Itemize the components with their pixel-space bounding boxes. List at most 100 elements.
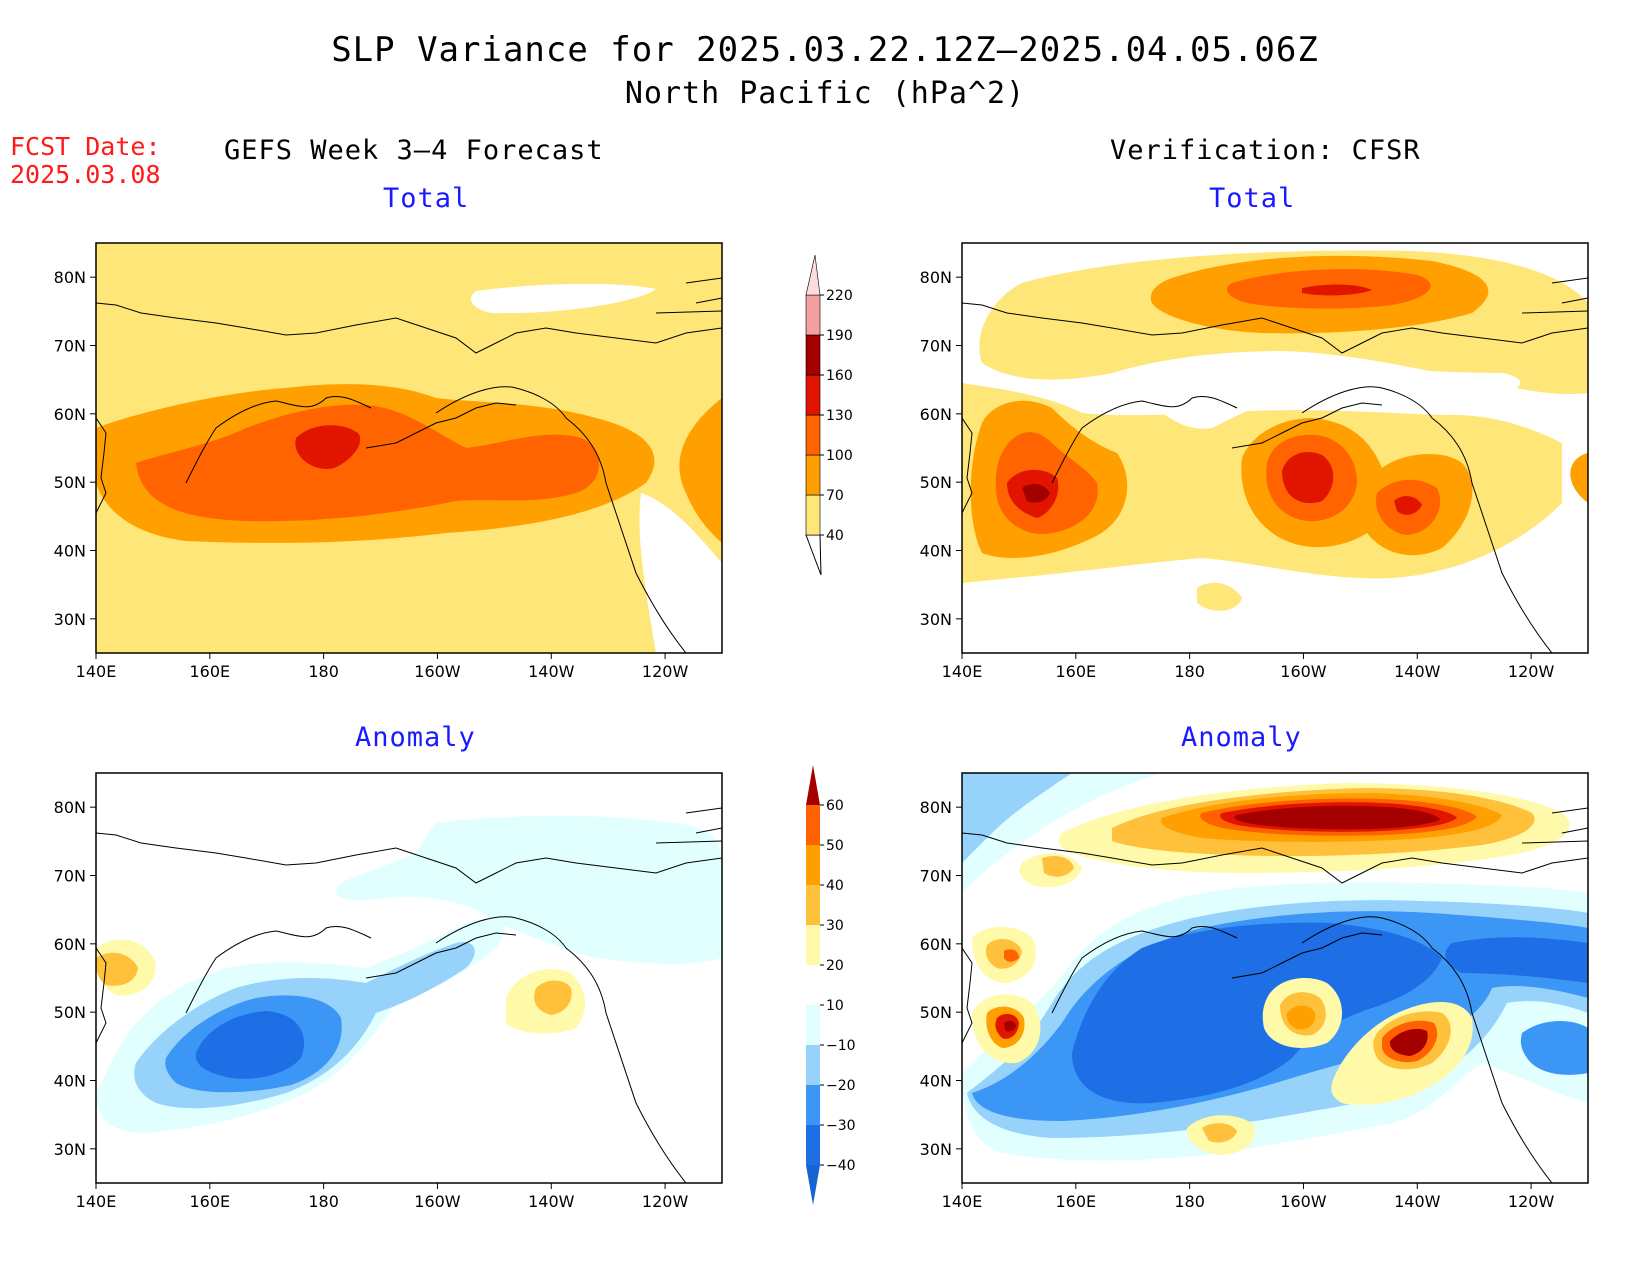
contour-130-160 [295, 425, 361, 469]
contour-130-160-arctic [1302, 284, 1372, 296]
lon-label: 160E [1055, 1192, 1096, 1211]
lat-ticks: 30N 40N 50N 60N 70N 80N [54, 798, 96, 1159]
column-title-forecast: GEFS Week 3–4 Forecast [224, 135, 604, 166]
anomaly-neg30-east [1520, 1021, 1588, 1075]
lon-label: 140W [528, 1192, 575, 1211]
anomaly-neg40-main [1072, 922, 1442, 1104]
anomaly-pos-central-c [1286, 1005, 1316, 1030]
lat-label: 50N [54, 1003, 86, 1022]
lon-label: 160E [1055, 662, 1096, 681]
lat-label: 50N [920, 1003, 952, 1022]
colorbar-anomaly-segment [806, 885, 820, 925]
lon-label: 120W [1508, 662, 1555, 681]
lon-label: 160W [414, 662, 461, 681]
lon-label: 140E [76, 1192, 117, 1211]
map-frame [961, 242, 1589, 654]
contour-160-190-west [1022, 483, 1050, 503]
colorbar-total-segment [805, 494, 821, 536]
lat-label: 70N [54, 337, 86, 356]
colorbar-anomaly-label: −10 [826, 1038, 856, 1054]
lon-ticks: 140E 160E 180 160W 140W 120W [76, 653, 688, 681]
colorbar-anomaly-label: −20 [826, 1078, 856, 1094]
lon-ticks: 140E 160E 180 160W 140W 120W [76, 1183, 688, 1211]
lat-label: 40N [920, 1072, 952, 1091]
lon-label: 180 [1174, 1192, 1205, 1211]
main-subtitle: North Pacific (hPa^2) [624, 76, 1026, 111]
column-title-verification: Verification: CFSR [1110, 135, 1421, 166]
map-frame [95, 772, 723, 1184]
contour-below-40-california [639, 493, 722, 653]
lat-label: 80N [54, 268, 86, 287]
panel-title-verification-total: Total [1209, 183, 1296, 214]
anomaly-pos20-small [1042, 856, 1074, 877]
colorbar-anomaly-segment [806, 925, 820, 965]
colorbar-anomaly-bottom [806, 1165, 820, 1205]
lat-ticks: 30N 40N 50N 60N 70N 80N [54, 268, 96, 629]
anomaly-pos20-west [96, 952, 138, 986]
lon-label: 180 [1174, 662, 1205, 681]
anomaly-pos20-gulf [534, 980, 572, 1015]
colorbar-total-label: 40 [826, 528, 844, 544]
colorbar-total-label: 190 [826, 328, 853, 344]
colorbar-total-segment [805, 334, 821, 376]
colorbar-anomaly-segment [806, 1005, 820, 1045]
lon-label: 140W [1394, 1192, 1441, 1211]
lat-label: 80N [920, 268, 952, 287]
colorbar-total-label: 160 [826, 368, 853, 384]
lon-label: 180 [308, 1192, 339, 1211]
anomaly-pos-east-d [1389, 1028, 1428, 1056]
map-frame [95, 242, 723, 654]
colorbar-total-segment [805, 254, 821, 296]
lat-label: 40N [54, 1072, 86, 1091]
main-title: SLP Variance for 2025.03.22.12Z–2025.04.… [331, 30, 1319, 70]
lat-label: 70N [54, 867, 86, 886]
fcst-date-label: FCST Date: [10, 132, 161, 161]
colorbar-anomaly-top [806, 765, 820, 805]
panel-title-forecast-anomaly: Anomaly [355, 722, 476, 753]
lat-label: 60N [54, 935, 86, 954]
fcst-date-value: 2025.03.08 [10, 160, 161, 189]
lat-label: 80N [920, 798, 952, 817]
colorbar-anomaly-label: 10 [826, 998, 844, 1014]
lat-label: 30N [920, 610, 952, 629]
colorbar-total-label: 100 [826, 448, 853, 464]
lat-label: 70N [920, 867, 952, 886]
contour-100-130 [136, 404, 600, 522]
lon-label: 140E [942, 1192, 983, 1211]
lon-label: 160E [189, 1192, 230, 1211]
lon-ticks: 140E 160E 180 160W 140W 120W [942, 653, 1555, 681]
colorbar-anomaly-segment [806, 805, 820, 845]
colorbar-anomaly-segment [806, 1125, 820, 1165]
lon-label: 160E [189, 662, 230, 681]
lat-label: 40N [920, 542, 952, 561]
anomaly-pos-west-1c [1004, 949, 1019, 962]
contour-130-160-central [1282, 451, 1334, 504]
anomaly-neg20-nw [962, 773, 1072, 863]
colorbar-anomaly-segment [806, 965, 820, 1005]
anomaly-neg40 [195, 1011, 305, 1079]
lat-label: 60N [920, 405, 952, 424]
coastlines [96, 277, 722, 653]
lat-label: 30N [920, 1140, 952, 1159]
contour-130-160-east [1394, 496, 1422, 515]
lat-ticks: 30N 40N 50N 60N 70N 80N [920, 268, 962, 629]
colorbar-total-label: 130 [826, 408, 853, 424]
anomaly-pos60-arctic [1234, 805, 1440, 830]
colorbar-total-bottom [805, 534, 822, 576]
lat-label: 50N [54, 473, 86, 492]
panel-title-forecast-total: Total [383, 183, 470, 214]
map-verification-total: 140E 160E 180 160W 140W 120W 30N 40N 50N 60N 70N 8… [920, 242, 1589, 681]
anomaly-pos-south-b [1202, 1123, 1237, 1143]
lon-label: 140W [1394, 662, 1441, 681]
colorbar-total-segment [805, 414, 821, 456]
lat-label: 70N [920, 337, 952, 356]
lon-label: 160W [414, 1192, 461, 1211]
colorbar-anomaly-segment [806, 1045, 820, 1085]
anomaly-neg10-arctic [336, 815, 722, 964]
anomaly-neg40-ne [1445, 937, 1588, 983]
colorbar-total-label: 220 [826, 288, 853, 304]
coastlines [962, 277, 1588, 653]
lon-label: 160W [1280, 662, 1327, 681]
lat-label: 80N [54, 798, 86, 817]
lon-label: 120W [1508, 1192, 1555, 1211]
